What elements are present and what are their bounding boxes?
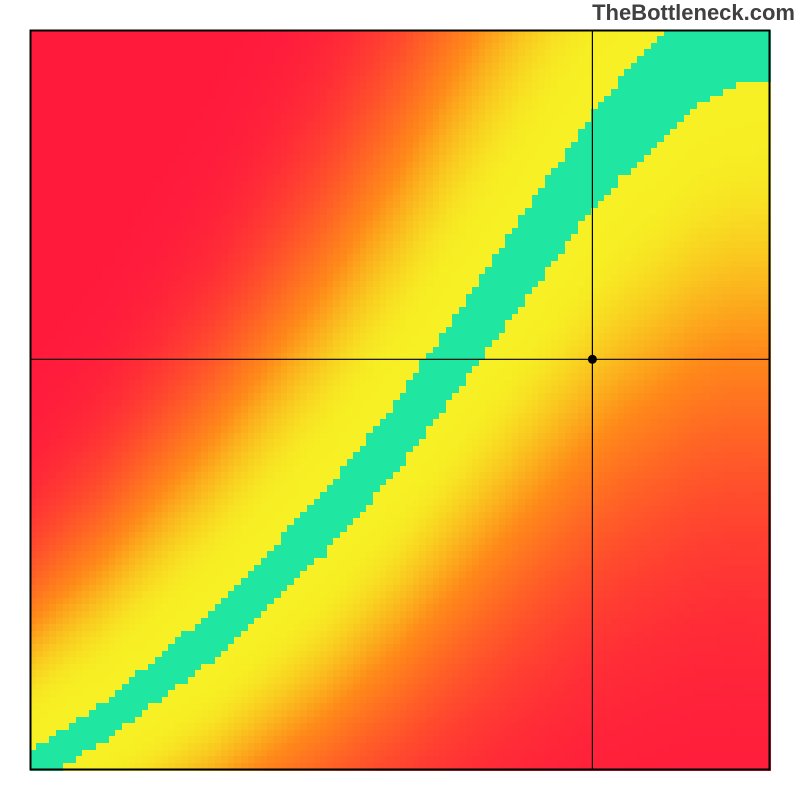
attribution-text: TheBottleneck.com (592, 0, 795, 26)
bottleneck-heatmap (0, 0, 800, 800)
chart-container: TheBottleneck.com (0, 0, 800, 800)
